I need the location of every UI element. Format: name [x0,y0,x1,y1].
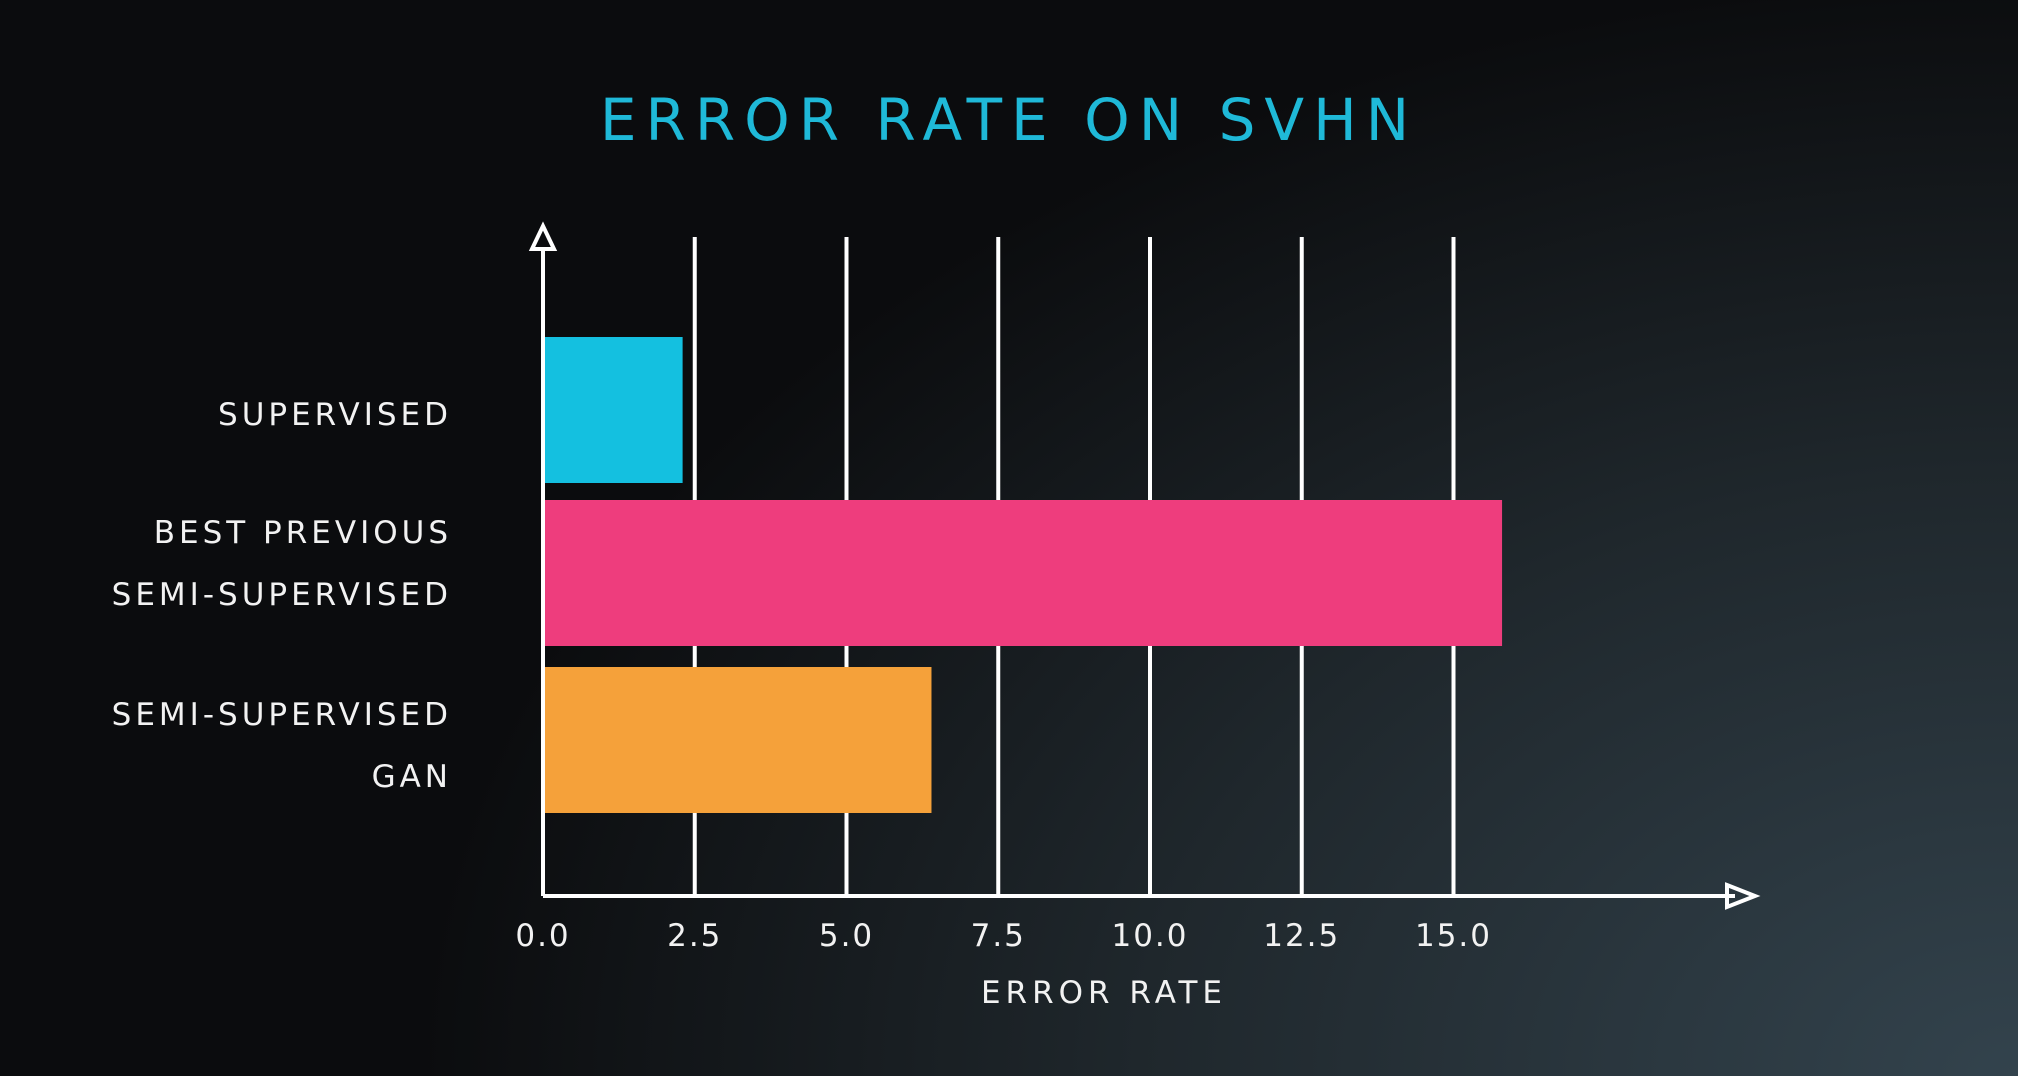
x-tick-label: 15.0 [1415,918,1492,954]
x-tick-label: 10.0 [1111,918,1188,954]
category-labels: SUPERVISED BEST PREVIOUS SEMI-SUPERVISED SE… [112,397,452,795]
category-label: SEMI-SUPERVISED [112,697,452,733]
chart-title: ERROR RATE ON SVHN [600,86,1418,154]
x-tick-labels: 0.0 2.5 5.0 7.5 10.0 12.5 15.0 [515,918,1492,954]
x-tick-label: 7.5 [971,918,1026,954]
category-label: SEMI-SUPERVISED [112,577,452,613]
bar [543,667,932,813]
category-label: GAN [372,759,452,795]
x-axis-title: ERROR RATE [981,975,1227,1011]
y-axis-arrow [528,221,558,251]
x-tick-label: 0.0 [515,918,570,954]
x-tick-label: 12.5 [1263,918,1340,954]
category-label: BEST PREVIOUS [154,515,452,551]
bar [543,337,683,483]
x-tick-label: 2.5 [667,918,722,954]
x-axis-arrow [1725,882,1761,910]
axes [528,221,1761,910]
x-tick-label: 5.0 [819,918,874,954]
bars [543,337,1503,813]
bar [543,500,1503,646]
category-label: SUPERVISED [218,397,452,433]
